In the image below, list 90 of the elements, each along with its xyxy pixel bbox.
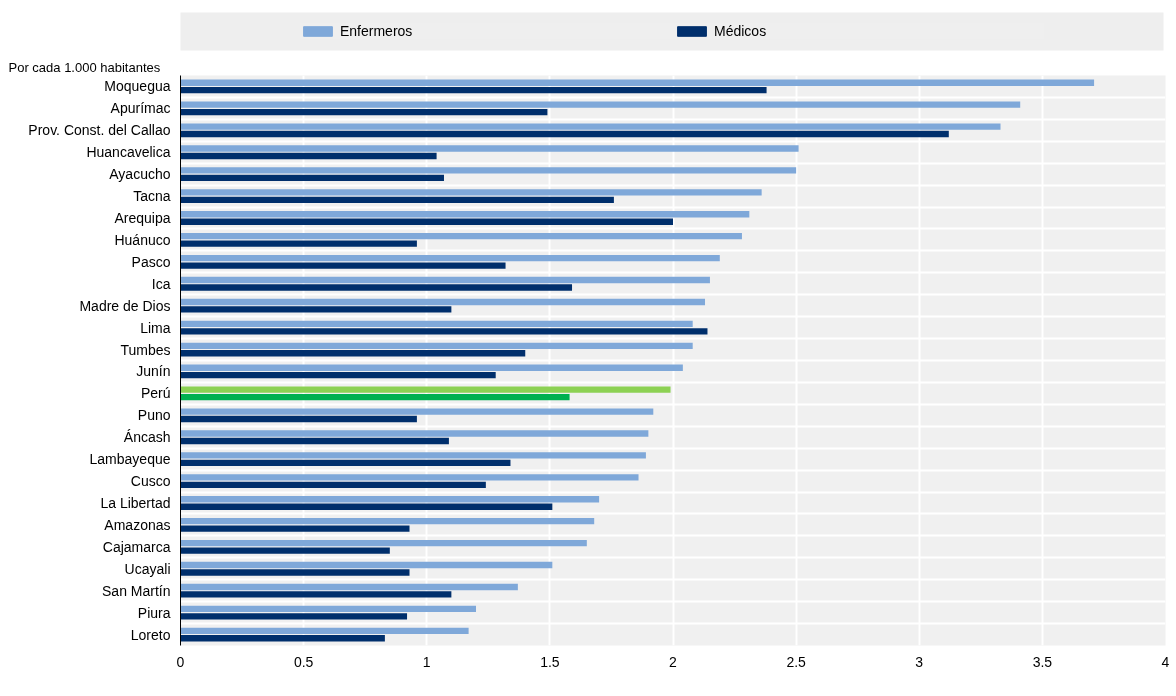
bar: [180, 408, 654, 415]
bar: [180, 320, 693, 328]
y-tick-label: Madre de Dios: [79, 297, 171, 314]
bar: [180, 415, 417, 423]
y-tick-label: Ucayali: [124, 560, 171, 577]
bar: [180, 87, 767, 94]
bar: [180, 452, 646, 459]
bar: [180, 254, 720, 262]
bar: [180, 262, 506, 269]
bar: [180, 123, 1001, 130]
bar: [180, 189, 762, 196]
bar: [180, 145, 799, 152]
bar: [180, 167, 797, 174]
y-tick-label: Apurímac: [110, 100, 171, 117]
bar: [180, 569, 410, 576]
y-tick-label: Cusco: [130, 473, 171, 490]
y-tick-label: San Martín: [102, 582, 171, 599]
bar: [180, 459, 511, 467]
y-tick-label: Tumbes: [120, 341, 171, 358]
x-tick-label: 1: [422, 653, 431, 670]
bar: [180, 79, 1095, 86]
bar: [180, 306, 452, 313]
y-tick-label: Áncash: [123, 429, 171, 446]
bar: [180, 284, 573, 291]
bar: [180, 583, 518, 591]
x-tick-label: 4: [1161, 653, 1170, 670]
bar: [180, 627, 469, 634]
text: Por cada 1.000 habitantes: [8, 59, 161, 75]
x-tick-label: 3.5: [1032, 653, 1053, 670]
x-tick-label: 0: [176, 653, 185, 670]
y-tick-label: Ica: [151, 275, 171, 292]
x-tick-label: 0.5: [293, 653, 314, 670]
bar: [180, 503, 553, 510]
bar: [180, 130, 949, 138]
y-tick-label: Huancavelica: [86, 144, 171, 161]
y-tick-label: Junín: [136, 363, 171, 380]
bar: [180, 108, 548, 116]
y-tick-label: Piura: [137, 604, 171, 621]
bar: [180, 298, 706, 306]
bar: [180, 481, 486, 488]
y-tick-label: Ayacucho: [109, 166, 171, 183]
bar: [180, 350, 526, 357]
y-tick-label: Perú: [140, 385, 171, 402]
legend-label: Enfermeros: [340, 23, 414, 39]
bar: [180, 605, 476, 613]
bar: [180, 437, 449, 445]
y-tick-label: Huánuco: [114, 231, 171, 248]
bar: [180, 386, 671, 393]
bar: [180, 613, 408, 620]
y-tick-label: Amazonas: [104, 516, 171, 533]
bar: [180, 591, 452, 598]
bar: [180, 174, 444, 182]
y-tick-label: Prov. Const. del Callao: [28, 122, 171, 139]
bar: [180, 152, 437, 160]
legend-label: Médicos: [714, 23, 768, 39]
y-tick-label: Moquegua: [104, 78, 171, 95]
y-tick-label: Cajamarca: [102, 538, 171, 555]
y-tick-label: Loreto: [130, 626, 171, 643]
bar: [180, 218, 673, 225]
y-tick-label: La Libertad: [100, 495, 171, 511]
bar: [180, 430, 649, 437]
bar: [180, 393, 570, 401]
bar: [180, 342, 693, 349]
bar: [180, 539, 587, 547]
bar: [180, 518, 595, 525]
bar: [180, 547, 390, 554]
y-tick-label: Arequipa: [114, 210, 171, 226]
bar: [180, 372, 496, 379]
bar: [180, 635, 385, 642]
bar: [180, 561, 553, 569]
x-tick-label: 2.5: [786, 653, 807, 670]
x-tick-label: 2: [669, 653, 678, 670]
bar: [180, 364, 683, 371]
y-tick-label: Puno: [137, 407, 171, 424]
bar: [180, 101, 1021, 108]
bar: [180, 240, 417, 247]
bar: [180, 196, 614, 203]
bar: [180, 276, 710, 284]
y-tick-label: Tacna: [133, 188, 171, 205]
bar: [180, 211, 750, 218]
y-tick-label: Pasco: [131, 253, 171, 270]
bar: [180, 474, 639, 481]
x-tick-label: 1.5: [540, 653, 560, 670]
bar: [180, 496, 600, 503]
y-tick-label: Lambayeque: [89, 451, 171, 468]
x-tick-label: 3: [915, 653, 924, 670]
bar: [180, 525, 410, 532]
y-tick-label: Lima: [140, 319, 171, 336]
bar: [180, 328, 708, 335]
bar: [180, 233, 742, 240]
